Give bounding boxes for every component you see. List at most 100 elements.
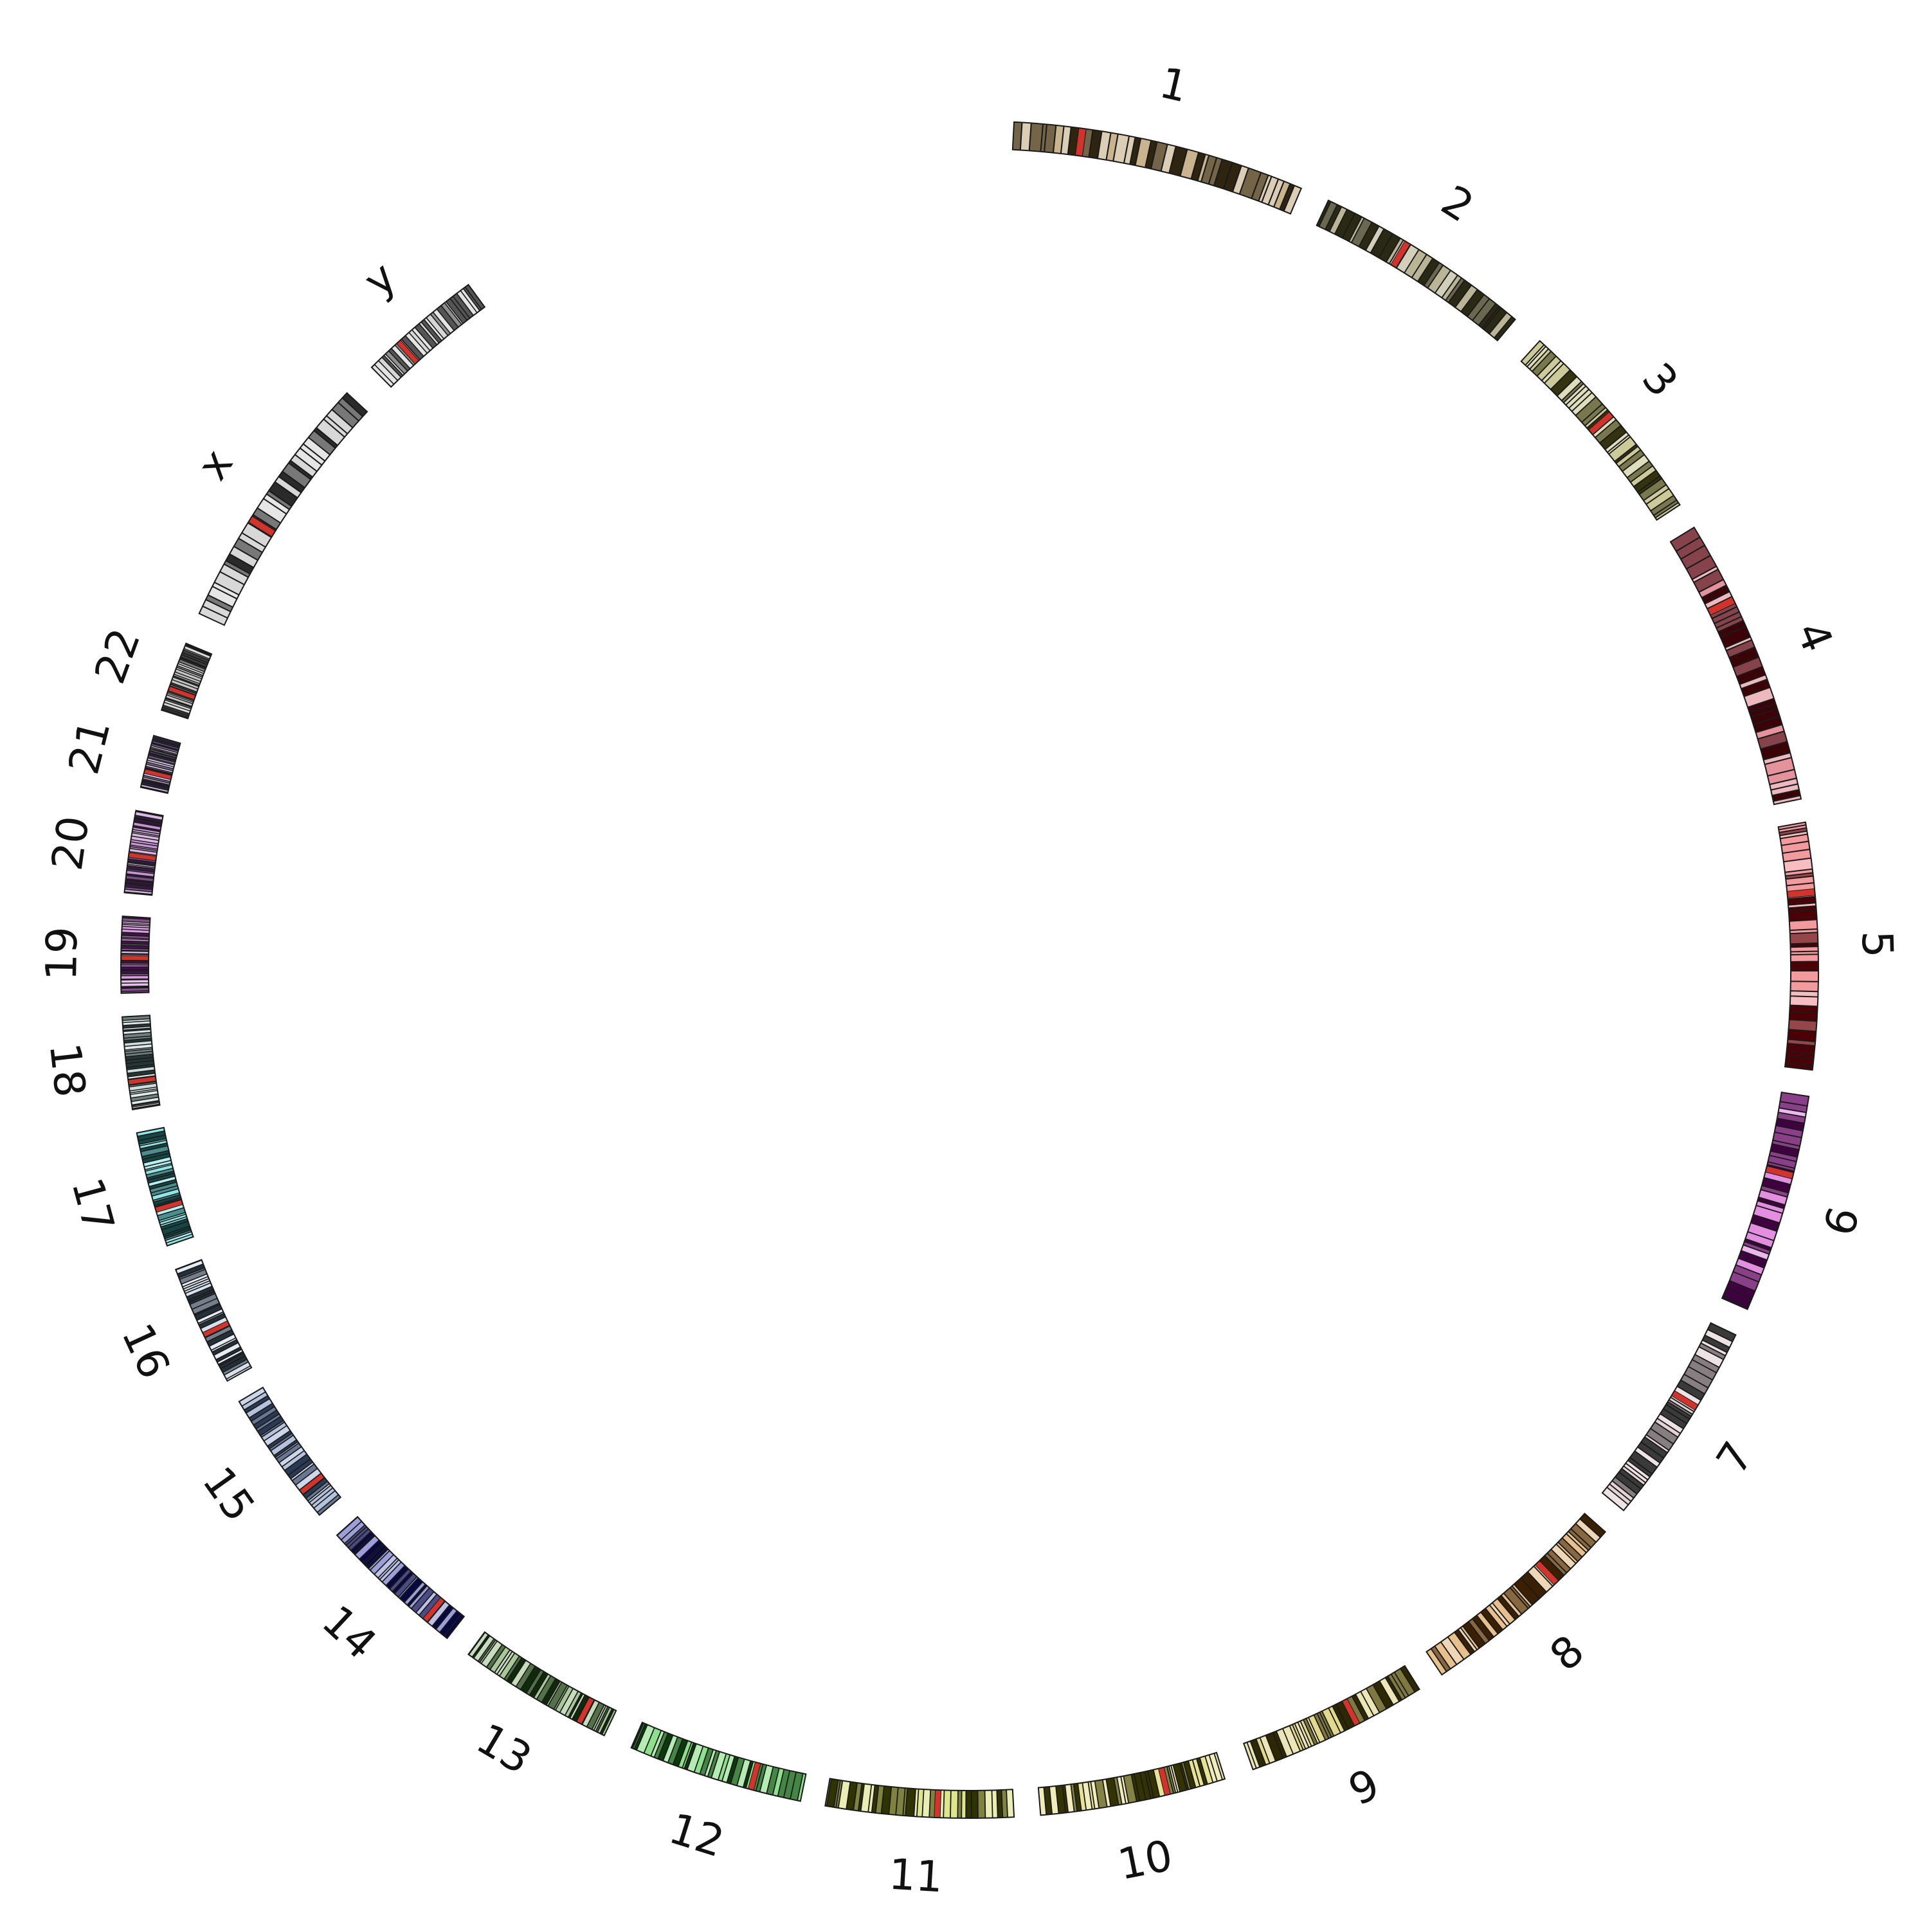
band-5-27 (1789, 990, 1819, 997)
chromosome-label-15: 15 (193, 1458, 264, 1530)
chromosome-outline-x (198, 392, 368, 626)
chromosome-label-9: 9 (1341, 1759, 1387, 1816)
chromosome-2 (1316, 199, 1516, 342)
chromosome-outline-2 (1316, 199, 1516, 342)
chromosome-11 (824, 1778, 1015, 1819)
band-5-30 (1789, 1011, 1818, 1022)
band-11-6 (971, 1790, 979, 1819)
chromosome-outline-12 (630, 1721, 807, 1802)
chromosome-label-14: 14 (312, 1596, 386, 1669)
band-11-9 (957, 1790, 962, 1819)
chromosome-10 (1037, 1751, 1226, 1816)
chromosome-1 (1011, 121, 1303, 215)
chromosome-x (198, 392, 368, 626)
chromosome-label-12: 12 (664, 1803, 730, 1867)
chromosome-15 (238, 1386, 342, 1516)
chromosome-label-21: 21 (59, 714, 120, 779)
chromosome-outline-4 (1669, 526, 1802, 806)
band-5-19 (1789, 932, 1818, 944)
chromosome-outline-16 (174, 1259, 253, 1382)
chromosome-12 (630, 1721, 807, 1802)
chromosome-outline-1 (1011, 121, 1303, 215)
chromosome-19 (120, 916, 151, 994)
chromosome-outline-21 (140, 734, 181, 794)
band-5-24 (1790, 961, 1819, 971)
chromosome-outline-13 (467, 1631, 617, 1737)
band-1-2 (1029, 122, 1044, 152)
chromosome-outline-14 (336, 1515, 466, 1639)
band-5-25 (1790, 970, 1819, 982)
chromosome-outline-3 (1520, 339, 1681, 521)
chromosome-outline-6 (1721, 1091, 1810, 1310)
band-5-31 (1788, 1019, 1818, 1032)
band-5-20 (1789, 943, 1819, 948)
band-19-7 (120, 975, 149, 980)
chromosome-outline-y (370, 284, 486, 388)
chromosome-14 (336, 1515, 466, 1639)
chromosome-22 (160, 642, 213, 719)
chromosome-6 (1721, 1091, 1810, 1310)
chromosome-9 (1242, 1665, 1420, 1771)
chromosome-outline-7 (1601, 1322, 1737, 1512)
chromosome-label-1: 1 (1155, 58, 1192, 112)
chromosome-5 (1777, 821, 1819, 1071)
chromosome-label-7: 7 (1707, 1433, 1763, 1483)
chromosome-21 (140, 734, 181, 794)
chromosome-outline-22 (160, 642, 213, 719)
chromosome-label-20: 20 (42, 813, 99, 874)
band-5-29 (1789, 1005, 1818, 1014)
chromosome-label-3: 3 (1633, 354, 1688, 406)
chromosome-13 (467, 1631, 617, 1737)
band-5-22 (1790, 951, 1819, 955)
chromosome-label-8: 8 (1541, 1625, 1593, 1681)
chromosome-17 (136, 1126, 194, 1247)
chromosome-label-2: 2 (1433, 176, 1482, 232)
chromosome-outline-10 (1037, 1751, 1226, 1816)
band-11-7 (965, 1790, 972, 1819)
band-11-10 (950, 1790, 959, 1819)
chromosome-outline-5 (1777, 821, 1819, 1071)
chromosome-outline-8 (1426, 1512, 1607, 1676)
chromosome-label-22: 22 (85, 622, 150, 690)
band-5-23 (1790, 954, 1819, 962)
chromosome-18 (122, 1015, 161, 1111)
band-19-9 (120, 970, 149, 975)
chromosome-label-x: x (188, 440, 243, 489)
chromosome-outline-9 (1242, 1665, 1420, 1771)
centromere-11 (934, 1789, 942, 1818)
chromosome-outline-20 (123, 809, 164, 896)
band-19-11 (120, 966, 149, 970)
chromosome-label-17: 17 (62, 1173, 123, 1238)
chromosome-3 (1520, 339, 1681, 521)
chromosome-label-18: 18 (40, 1040, 95, 1099)
band-5-17 (1789, 919, 1818, 931)
chromosome-outline-19 (120, 916, 151, 994)
chromosome-7 (1601, 1322, 1737, 1512)
chromosome-label-6: 6 (1815, 1202, 1870, 1241)
chromosome-label-16: 16 (112, 1316, 179, 1386)
chromosome-label-13: 13 (468, 1714, 540, 1784)
band-11-3 (992, 1789, 999, 1819)
chromosome-outline-15 (238, 1386, 342, 1516)
chromosome-outline-17 (136, 1126, 194, 1247)
chromosome-8 (1426, 1512, 1607, 1676)
band-5-16 (1788, 910, 1818, 922)
chromosome-y (370, 284, 486, 388)
chromosome-ring (120, 121, 1819, 1819)
band-5-26 (1789, 981, 1819, 992)
chromosome-20 (123, 809, 164, 896)
band-11-2 (996, 1789, 1003, 1818)
band-1-1 (1020, 122, 1032, 151)
chromosome-label-19: 19 (37, 926, 87, 981)
band-5-28 (1789, 995, 1818, 1007)
band-11-5 (977, 1790, 986, 1819)
chromosome-label-11: 11 (887, 1850, 944, 1902)
chromosome-outline-18 (122, 1015, 161, 1111)
chromosome-label-y: y (354, 252, 406, 306)
chromosome-label-10: 10 (1114, 1830, 1176, 1890)
chromosome-label-4: 4 (1786, 615, 1842, 658)
chromosome-16 (174, 1259, 253, 1382)
